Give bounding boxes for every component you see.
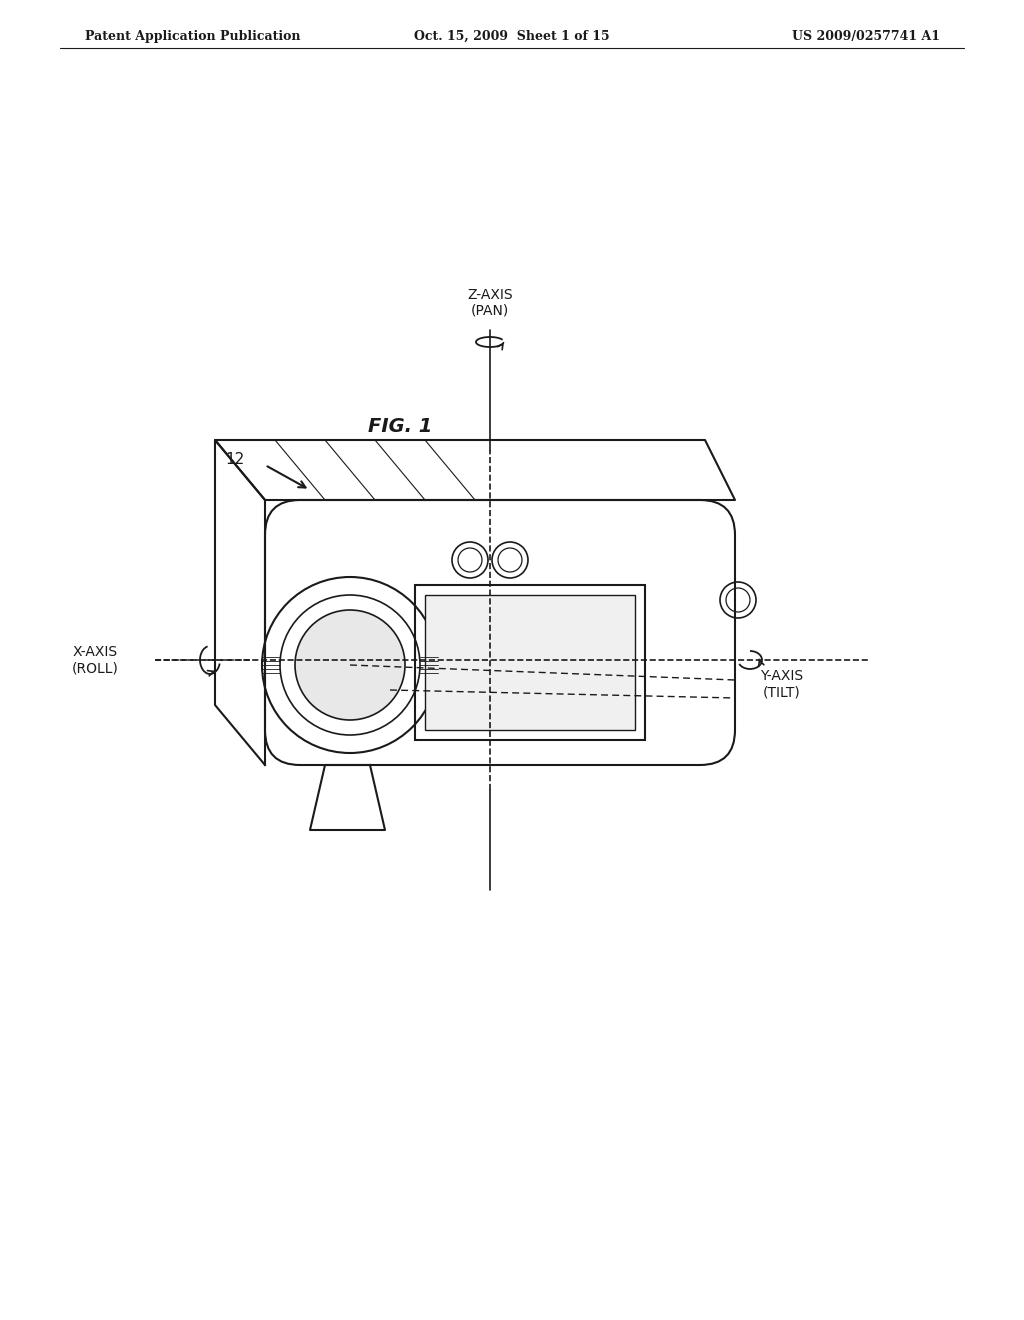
- Bar: [415, 585, 645, 741]
- Text: Patent Application Publication: Patent Application Publication: [85, 30, 300, 44]
- Text: 12: 12: [225, 453, 245, 467]
- Text: Y-AXIS
(TILT): Y-AXIS (TILT): [760, 669, 803, 700]
- Circle shape: [295, 610, 406, 719]
- Text: Z-AXIS
(PAN): Z-AXIS (PAN): [467, 288, 513, 318]
- Text: Oct. 15, 2009  Sheet 1 of 15: Oct. 15, 2009 Sheet 1 of 15: [414, 30, 610, 44]
- Text: X-AXIS
(ROLL): X-AXIS (ROLL): [72, 645, 119, 675]
- Text: FIG. 1: FIG. 1: [368, 417, 432, 436]
- Bar: [425, 595, 635, 730]
- Text: US 2009/0257741 A1: US 2009/0257741 A1: [792, 30, 940, 44]
